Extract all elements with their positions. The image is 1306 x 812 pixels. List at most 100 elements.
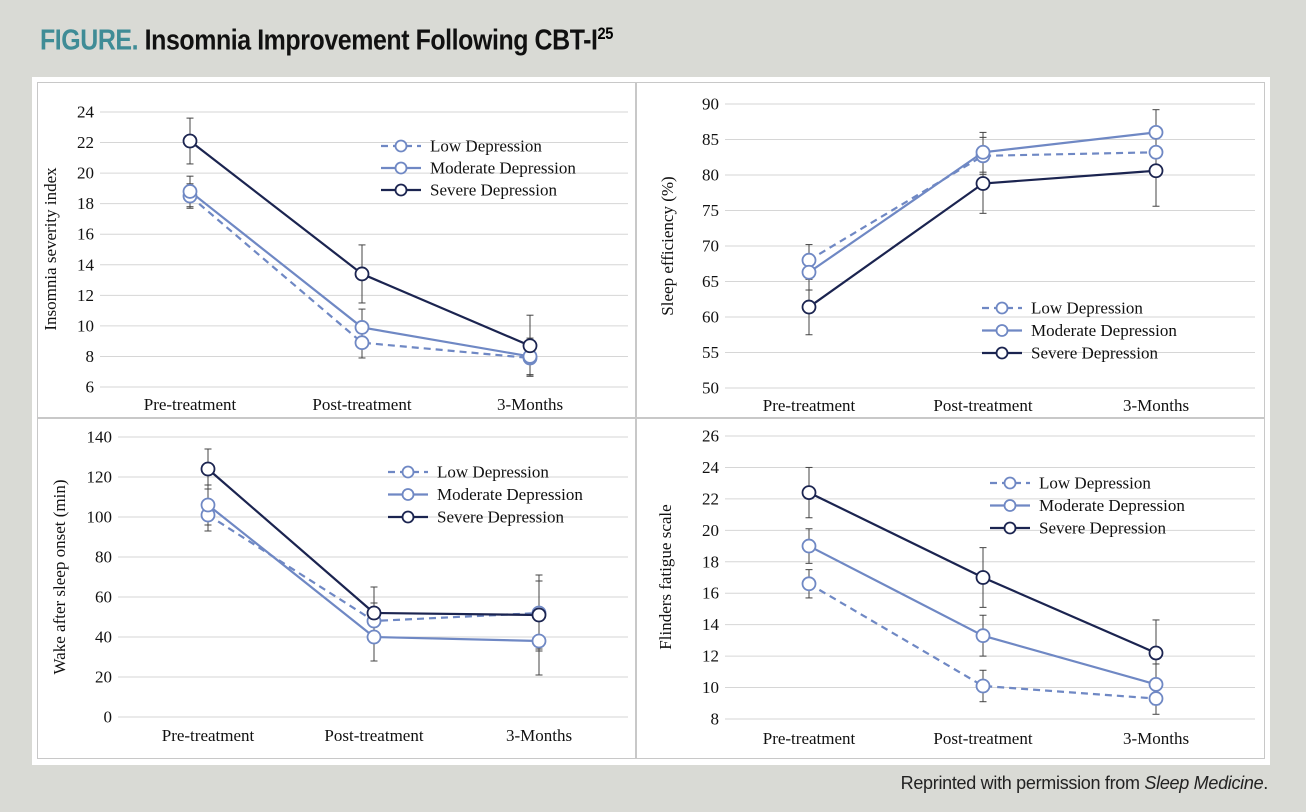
y-tick-label: 22 [77,133,94,152]
figure-title-text: Insomnia Improvement Following CBT-I [144,24,598,57]
data-point-moderate-depression [200,497,216,513]
data-point-moderate-depression [354,320,370,335]
legend-swatch-marker [1003,476,1017,490]
data-point-severe-depression [366,605,382,621]
legend-label: Severe Depression [437,508,564,527]
legend-swatch-marker [394,139,408,153]
legend-swatch-marker [995,324,1009,337]
x-tick-label: Pre-treatment [144,395,237,414]
y-tick-label: 18 [702,552,719,571]
x-tick-label: Pre-treatment [763,396,856,415]
credit-source: Sleep Medicine [1144,773,1264,793]
chart-insomnia-severity: 6 8 10 12 14 16 18 20 22 24 Pre-treatment Post-trea… [41,103,628,414]
y-tick-label: 22 [702,489,719,508]
legend-label: Moderate Depression [1039,496,1185,515]
legend-label: Low Depression [430,137,542,156]
x-tick-label: Post-treatment [312,395,411,414]
legend-swatch-marker [401,465,415,479]
y-tick-label: 10 [77,316,94,335]
y-tick-label: 20 [95,668,112,687]
data-point-severe-depression [354,266,370,282]
chart-panel-flinders-fatigue: 8 10 12 14 16 18 20 22 24 26 Pre-treatment Post-tre… [636,418,1265,759]
y-tick-label: 14 [77,255,95,274]
x-tick-label: Post-treatment [324,726,423,745]
y-tick-label: 14 [702,615,720,634]
credit-suffix: . [1263,773,1268,793]
y-tick-label: 8 [86,347,95,366]
data-point-moderate-depression [1148,125,1164,140]
legend-swatch-marker [1003,521,1017,535]
data-point-low-depression [1148,144,1164,160]
y-tick-label: 16 [77,225,94,244]
y-tick-label: 60 [95,588,112,607]
legend-label: Moderate Depression [430,159,576,178]
y-tick-label: 40 [95,628,112,647]
legend-label: Moderate Depression [1031,321,1177,340]
x-tick-label: Post-treatment [933,729,1032,748]
y-tick-label: 100 [87,508,113,527]
y-tick-label: 140 [87,428,113,447]
data-point-severe-depression [522,338,538,354]
legend-swatch-marker [401,510,415,524]
y-tick-label: 50 [702,379,719,398]
legend-label: Low Depression [1031,299,1143,318]
y-axis-label: Sleep efficiency (%) [658,176,677,315]
data-point-severe-depression [975,570,991,585]
y-tick-label: 18 [77,194,94,213]
chart-panel-sleep-efficiency: 50 55 60 65 70 75 80 85 90 Pre-treatment Post-trea… [636,82,1265,418]
y-tick-label: 60 [702,308,719,327]
data-point-moderate-depression [182,184,198,199]
data-point-severe-depression [531,607,547,623]
data-point-severe-depression [801,485,817,500]
y-tick-label: 70 [702,237,719,256]
x-tick-label: 3-Months [1123,396,1189,415]
series-line-low-depression [808,582,1157,700]
figure-label: FIGURE. [40,24,139,57]
y-tick-label: 6 [86,378,95,397]
legend-swatch-marker [1003,499,1017,512]
y-tick-label: 10 [702,678,719,697]
credit-line: Reprinted with permission from Sleep Med… [901,773,1269,794]
legend-swatch-marker [995,301,1009,315]
data-point-moderate-depression [1148,677,1164,692]
chart-panel-insomnia-severity: 6 8 10 12 14 16 18 20 22 24 Pre-treatment Post-trea… [37,82,636,418]
y-tick-label: 26 [702,427,719,446]
y-tick-label: 120 [87,468,113,487]
data-point-severe-depression [801,299,817,315]
y-tick-label: 16 [702,584,719,603]
chart-panel-wake-after-sleep-onset: 0 20 40 60 80 100 120 140 Pre-treatment Post-trea… [37,418,636,759]
y-tick-label: 20 [77,164,94,183]
x-tick-label: Pre-treatment [763,729,856,748]
data-point-severe-depression [1148,645,1164,661]
y-tick-label: 65 [702,272,719,291]
y-axis-label: Insomnia severity index [41,167,60,331]
figure-panel: 6 8 10 12 14 16 18 20 22 24 Pre-treatment Post-trea… [32,77,1270,765]
chart-wake-after-sleep-onset: 0 20 40 60 80 100 120 140 Pre-treatment Post-trea… [50,428,628,745]
legend-label: Moderate Depression [437,485,583,504]
data-point-severe-depression [1148,163,1164,179]
data-point-severe-depression [200,461,216,477]
y-tick-label: 24 [77,103,95,122]
x-tick-label: Post-treatment [933,396,1032,415]
data-point-moderate-depression [531,633,547,649]
legend-label: Low Depression [437,463,549,482]
legend-label: Low Depression [1039,474,1151,493]
data-point-low-depression [354,335,370,351]
y-tick-label: 75 [702,201,719,220]
x-tick-label: 3-Months [1123,729,1189,748]
data-point-low-depression [975,678,991,694]
data-point-moderate-depression [975,628,991,644]
y-tick-label: 8 [711,710,720,729]
y-tick-label: 80 [702,166,719,185]
chart-flinders-fatigue: 8 10 12 14 16 18 20 22 24 26 Pre-treatment Post-tre… [656,427,1255,748]
series-line-low-depression [808,151,1157,262]
legend-swatch-marker [995,346,1009,360]
x-tick-label: Pre-treatment [162,726,255,745]
legend-label: Severe Depression [430,181,557,200]
data-point-moderate-depression [975,144,991,160]
data-point-moderate-depression [366,629,382,645]
data-point-low-depression [1148,691,1164,706]
legend-swatch-marker [394,161,408,175]
x-tick-label: 3-Months [506,726,572,745]
data-point-moderate-depression [801,538,817,554]
